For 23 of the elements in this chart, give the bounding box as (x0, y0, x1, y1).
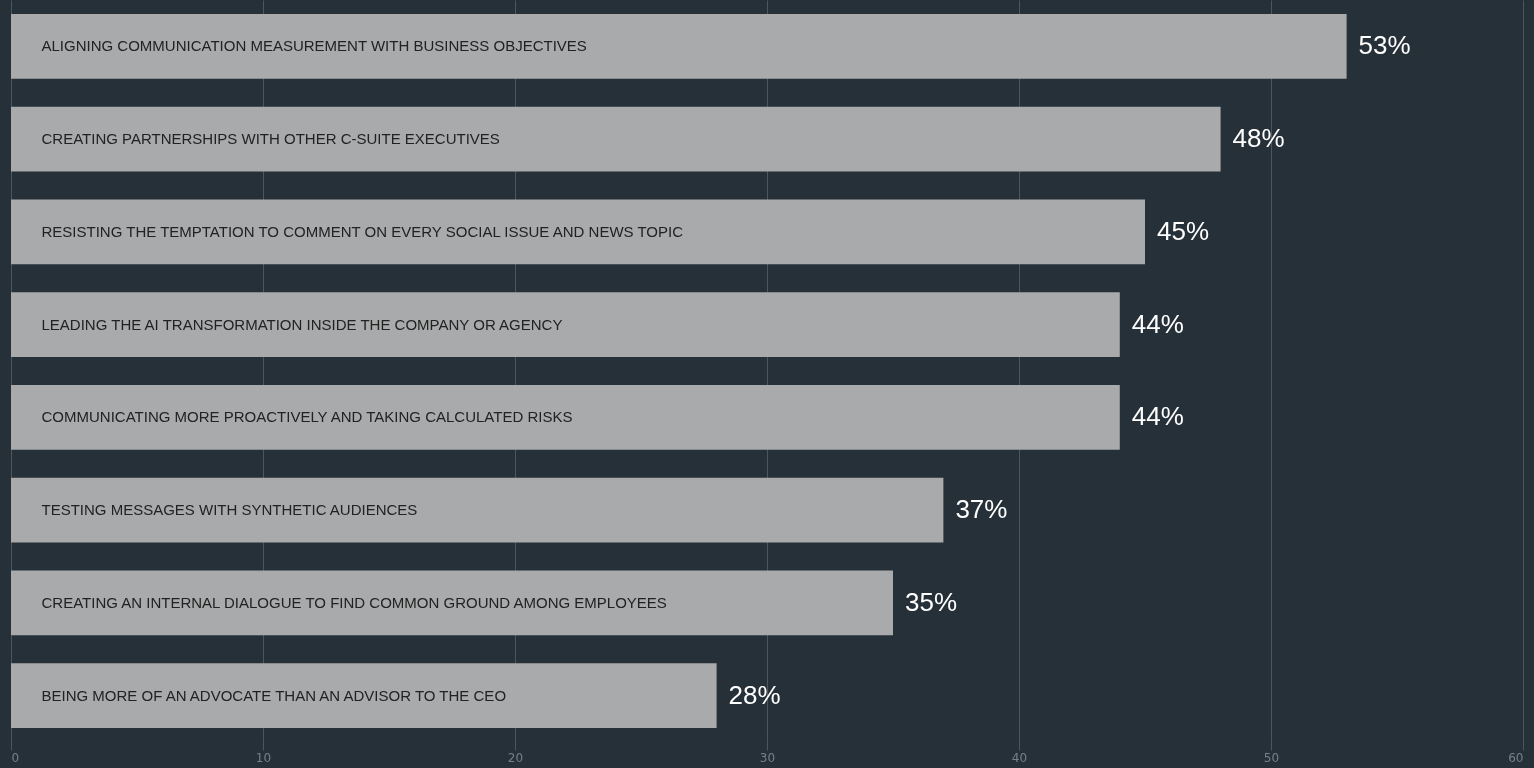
data-label: 37% (955, 494, 1008, 525)
data-label: 35% (905, 586, 958, 617)
y-tick-label: RESISTING THE TEMPTATION TO COMMENT ON EVERY SOCIAL ISSUE AND NEWS TOPIC (41, 222, 684, 240)
data-label: 45% (1157, 215, 1210, 246)
x-tick-label: 50 (1263, 750, 1280, 765)
y-tick-label: COMMUNICATING MORE PROACTIVELY AND TAKING CALCULATED RISKS (41, 408, 573, 426)
data-label: 48% (1232, 123, 1285, 154)
x-tick-label: 20 (507, 750, 524, 765)
data-label: 53% (1358, 30, 1411, 61)
y-tick-label: CREATING AN INTERNAL DIALOGUE TO FIND COMMON GROUND AMONG EMPLOYEES (41, 593, 667, 611)
x-tick-label: 10 (255, 750, 272, 765)
y-tick-label: TESTING MESSAGES WITH SYNTHETIC AUDIENCES (41, 501, 418, 519)
data-label: 44% (1131, 401, 1184, 432)
x-tick-label: 40 (1011, 750, 1028, 765)
y-tick-label: LEADING THE AI TRANSFORMATION INSIDE THE COMPANY OR AGENCY (41, 315, 563, 333)
x-tick-label: 30 (759, 750, 776, 765)
y-tick-label: CREATING PARTNERSHIPS WITH OTHER C-SUITE EXECUTIVES (41, 130, 500, 148)
x-tick-label: 60 (1508, 750, 1524, 765)
y-tick-label: BEING MORE OF AN ADVOCATE THAN AN ADVISOR TO THE CEO (41, 686, 507, 704)
data-label: 28% (728, 679, 781, 710)
data-label: 44% (1131, 308, 1184, 339)
y-tick-label: ALIGNING COMMUNICATION MEASUREMENT WITH BUSINESS OBJECTIVES (41, 37, 587, 55)
x-tick-label: 0 (11, 750, 20, 765)
